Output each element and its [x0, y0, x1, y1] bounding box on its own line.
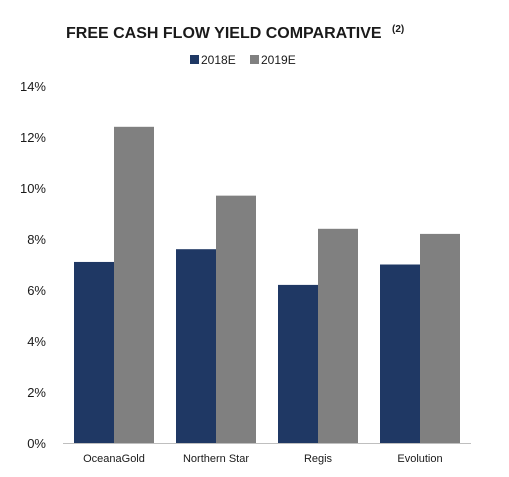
x-tick-label: OceanaGold [83, 453, 145, 465]
bar-oceanagold-2018e [74, 261, 114, 443]
chart-title: FREE CASH FLOW YIELD COMPARATIVE (2) [66, 24, 404, 42]
x-tick-label: Regis [304, 453, 333, 465]
bar-northern-star-2019e [216, 195, 256, 443]
y-tick-label: 0% [27, 436, 46, 451]
legend-swatch-2018e [190, 55, 199, 64]
y-axis-ticks: 0% 2% 4% 6% 8% 10% 12% 14% [20, 79, 46, 451]
legend-label-2018e: 2018E [201, 53, 236, 67]
legend: 2018E 2019E [190, 53, 296, 67]
legend-label-2019e: 2019E [261, 53, 296, 67]
y-tick-label: 2% [27, 385, 46, 400]
legend-swatch-2019e [250, 55, 259, 64]
y-tick-label: 4% [27, 334, 46, 349]
bar-regis-2018e [278, 284, 318, 443]
y-tick-label: 10% [20, 181, 46, 196]
y-tick-label: 14% [20, 79, 46, 94]
x-tick-label: Northern Star [183, 453, 249, 465]
bar-regis-2019e [318, 228, 358, 443]
bar-oceanagold-2019e [114, 126, 154, 444]
bar-evolution-2019e [420, 233, 460, 443]
bar-evolution-2018e [380, 264, 420, 443]
bars [74, 126, 460, 444]
x-axis-labels: OceanaGold Northern Star Regis Evolution [83, 453, 443, 465]
chart-title-superscript: (2) [392, 24, 404, 35]
y-tick-label: 12% [20, 130, 46, 145]
legend-item-2019e: 2019E [250, 53, 296, 67]
x-tick-label: Evolution [397, 453, 442, 465]
y-tick-label: 8% [27, 232, 46, 247]
y-tick-label: 6% [27, 283, 46, 298]
chart-title-text: FREE CASH FLOW YIELD COMPARATIVE [66, 25, 382, 42]
bar-northern-star-2018e [176, 249, 216, 443]
legend-item-2018e: 2018E [190, 53, 236, 67]
